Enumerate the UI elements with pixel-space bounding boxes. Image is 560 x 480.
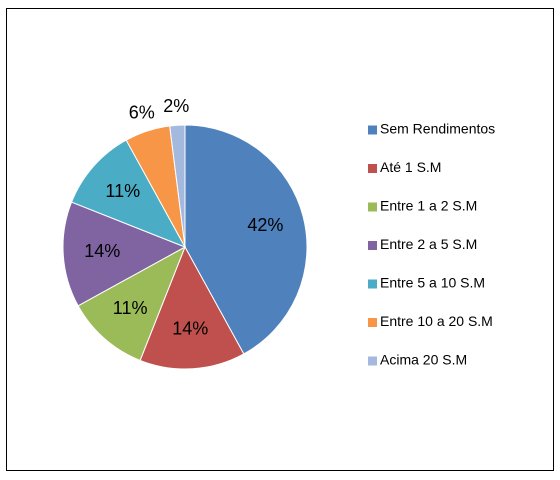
legend-label: Entre 2 a 5 S.M — [380, 236, 477, 252]
pie-slice — [70, 139, 187, 248]
legend-swatch — [368, 241, 377, 250]
legend-label: Entre 5 a 10 S.M — [380, 275, 485, 291]
pie-slice — [62, 201, 187, 307]
legend-label: Entre 1 a 2 S.M — [380, 198, 477, 214]
legend-swatch — [368, 279, 377, 289]
pie-slice — [139, 245, 245, 370]
legend-swatch — [368, 125, 377, 135]
data-label: 14% — [84, 241, 120, 261]
legend-label: Sem Rendimentos — [380, 121, 495, 137]
legend-swatch — [368, 318, 377, 327]
data-label: 6% — [129, 103, 155, 123]
legend-label: Acima 20 S.M — [380, 352, 467, 368]
legend-label: Entre 10 a 20 S.M — [380, 313, 493, 329]
legend-swatch — [368, 202, 377, 212]
legend-swatch — [368, 356, 377, 366]
data-label: 42% — [247, 215, 283, 235]
pie-slice — [77, 245, 186, 362]
legend-label: Até 1 S.M — [380, 159, 441, 175]
data-label: 14% — [172, 319, 208, 339]
data-label: 11% — [105, 181, 140, 201]
pie-slice — [184, 124, 308, 355]
pie-slice — [169, 124, 186, 248]
data-label: 11% — [113, 298, 148, 318]
legend-swatch — [368, 164, 377, 173]
data-label: 2% — [163, 96, 189, 116]
